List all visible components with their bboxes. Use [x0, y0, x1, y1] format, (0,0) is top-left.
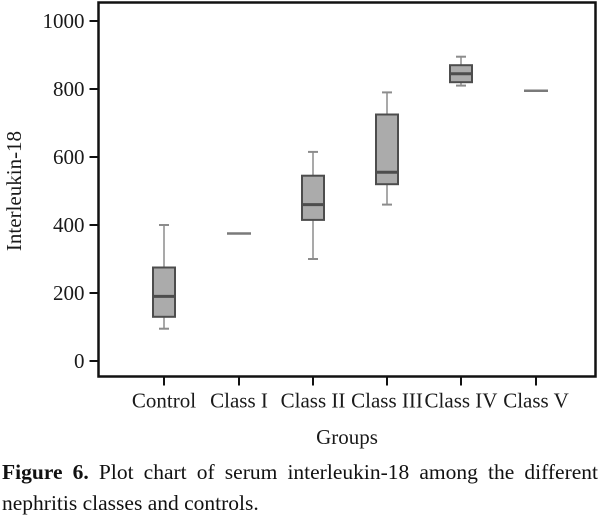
boxplot-chart: 0 200 400 600 800 1000 Control Class I Class II C…	[2, 1, 597, 449]
y-axis-title: Interleukin-18	[2, 131, 26, 251]
box-plot-group	[375, 91, 399, 206]
x-axis-tick-label: Control	[132, 389, 196, 413]
box-plot-group	[152, 224, 176, 330]
x-axis-tick-label: Class V	[503, 389, 569, 413]
y-axis-tick-label: 200	[53, 281, 85, 305]
box-plot-group	[449, 55, 473, 87]
x-axis-tick-label: Class I	[210, 389, 268, 413]
iqr-box	[152, 266, 176, 318]
y-axis-tick-label: 1000	[43, 9, 85, 33]
y-axis-tick-label: 800	[53, 77, 85, 101]
x-axis-title: Groups	[316, 425, 378, 449]
plot-area-border	[97, 1, 597, 378]
x-axis-tick-label: Class IV	[425, 389, 498, 413]
iqr-box	[301, 174, 325, 221]
y-axis-tick-label: 400	[53, 213, 85, 237]
y-axis-tick-label: 0	[74, 349, 85, 373]
y-axis-tick-label: 600	[53, 145, 85, 169]
caption-text: Plot chart of serum interleukin-18 among…	[2, 460, 599, 515]
x-axis-tick-label: Class III	[351, 389, 423, 413]
x-axis-tick-label: Class II	[281, 389, 346, 413]
iqr-box	[375, 113, 399, 186]
caption-label: Figure 6.	[2, 460, 89, 484]
box-plot-group	[301, 150, 325, 260]
figure-caption: Figure 6. Plot chart of serum interleuki…	[2, 457, 598, 518]
